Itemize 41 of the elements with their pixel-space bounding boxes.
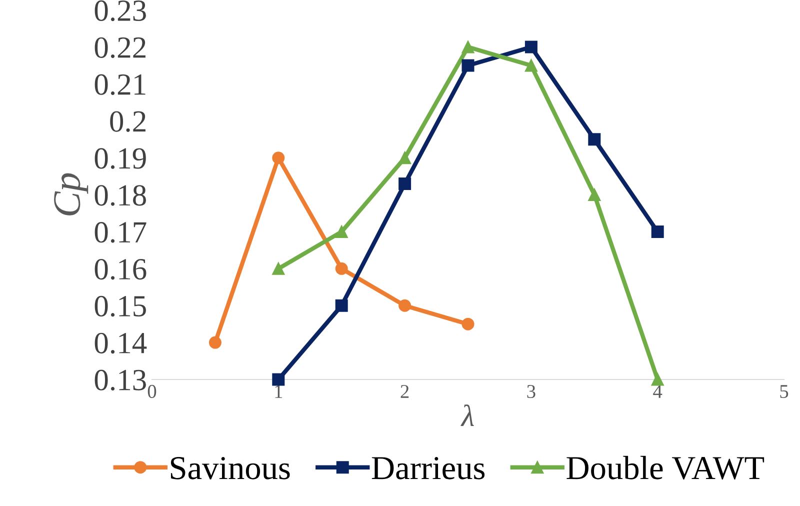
x-tick-label: 3 — [527, 384, 536, 398]
x-tick-label: 5 — [780, 385, 788, 398]
y-tick-label: 0.15 — [94, 296, 146, 317]
point — [335, 226, 348, 238]
y-tick-label: 0.23 — [94, 0, 146, 22]
point — [398, 299, 412, 312]
point — [524, 59, 538, 72]
y-tick-label: 0.13 — [94, 370, 146, 391]
point — [398, 152, 412, 164]
point — [335, 299, 348, 312]
y-tick-label: 0.22 — [94, 37, 146, 58]
y-tick-label: 0.14 — [94, 332, 147, 354]
y-tick-label: 0.18 — [94, 185, 146, 206]
y-tick-label: 0.17 — [94, 222, 146, 243]
x-tick-label: 2 — [400, 384, 409, 398]
point — [398, 177, 412, 190]
point — [588, 133, 601, 146]
point — [272, 262, 285, 275]
y-tick-label: 0.2 — [110, 111, 146, 132]
x-tick-label: 4 — [653, 385, 662, 398]
point — [272, 152, 285, 164]
point — [588, 188, 601, 202]
point — [651, 373, 664, 386]
legend-label: Darrieus — [372, 456, 485, 480]
point — [272, 373, 285, 386]
x-tick-label: 1 — [275, 385, 282, 398]
legend-label: Savinous — [170, 456, 290, 480]
y-tick-label: 0.19 — [94, 148, 146, 169]
legend-label: Double VAWT — [566, 456, 764, 480]
y-axis-title: Cp — [54, 173, 88, 216]
point — [462, 318, 474, 330]
y-tick-label: 0.21 — [94, 74, 146, 96]
point — [524, 40, 538, 54]
point — [462, 40, 474, 54]
x-axis-title: λ — [460, 404, 474, 426]
point — [462, 59, 474, 72]
point — [335, 262, 348, 275]
x-tick-label: 0 — [148, 384, 156, 398]
y-tick-label: 0.16 — [94, 258, 146, 280]
point — [651, 226, 664, 238]
point — [208, 336, 222, 349]
